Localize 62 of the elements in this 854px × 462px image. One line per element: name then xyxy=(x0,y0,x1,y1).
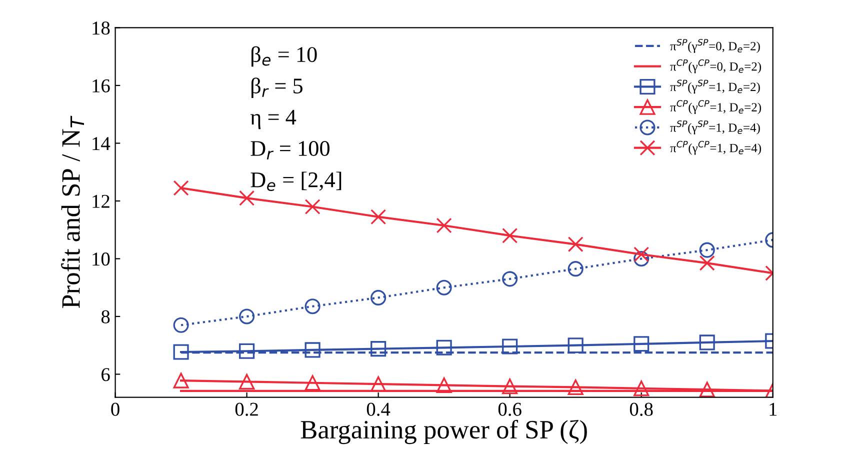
legend-label: π$^{CP}$(γ$^{CP}$=1, D$_{e}$=4) xyxy=(670,140,762,155)
x-tick-label: 0.4 xyxy=(366,402,390,416)
point xyxy=(634,250,650,266)
point xyxy=(370,376,386,392)
point xyxy=(502,228,518,244)
legend-label: π$^{CP}$(γ$^{CP}$=1, D$_{e}$=2) xyxy=(670,100,762,114)
point xyxy=(239,374,255,390)
x-tick-label: 0.8 xyxy=(630,402,653,416)
x-tick-label: 0.2 xyxy=(235,402,258,416)
point xyxy=(634,246,650,262)
point xyxy=(568,379,584,395)
point xyxy=(239,308,255,324)
point xyxy=(634,336,650,352)
point xyxy=(370,209,386,225)
y-axis-title: Profit and SP / N$_{T}$ xyxy=(61,116,84,308)
annotation: β$_{r}$ = 5 xyxy=(252,78,303,98)
annotation: β$_{e}$ = 10 xyxy=(252,46,317,67)
point xyxy=(173,344,189,360)
y-tick-label: 6 xyxy=(102,368,110,382)
point xyxy=(634,380,650,396)
y-tick-label: 12 xyxy=(92,194,110,208)
y-tick-label: 14 xyxy=(92,137,110,150)
point xyxy=(436,218,452,234)
point xyxy=(370,341,386,357)
point xyxy=(699,334,715,350)
x-tick-label: 0 xyxy=(111,402,120,416)
x-axis-title: Bargaining power of SP (ζ) xyxy=(300,420,587,444)
point xyxy=(304,298,320,314)
point xyxy=(304,198,320,215)
annotation: D$_{r}$ = 100 xyxy=(250,140,330,160)
annotation: D$_{e}$ = [2,4] xyxy=(250,172,342,192)
point xyxy=(304,375,320,391)
point xyxy=(502,338,518,354)
point xyxy=(173,180,189,196)
legend-label: π$^{SP}$(γ$^{SP}$=1, D$_{e}$=2) xyxy=(670,80,760,94)
point xyxy=(568,236,584,252)
point xyxy=(436,340,452,356)
y-tick-label: 16 xyxy=(92,79,110,92)
point xyxy=(568,261,584,277)
x-tick-label: 0.6 xyxy=(498,402,522,416)
legend-label: π$^{SP}$(γ$^{SP}$=1, D$_{e}$=4) xyxy=(670,120,760,134)
point xyxy=(502,271,518,287)
point xyxy=(304,342,320,358)
point xyxy=(173,372,189,388)
point xyxy=(370,290,386,306)
point xyxy=(239,343,255,359)
point xyxy=(699,242,715,258)
point xyxy=(239,190,255,206)
point xyxy=(436,280,452,296)
point xyxy=(173,317,189,333)
annotation: η = 4 xyxy=(250,110,296,130)
y-tick-label: 18 xyxy=(92,22,110,35)
point xyxy=(568,338,584,354)
legend-label: π$^{SP}$(γ$^{SP}$=0, D$_{e}$=2) xyxy=(670,38,760,53)
point xyxy=(502,378,518,394)
point xyxy=(699,382,715,398)
y-tick-label: 10 xyxy=(92,252,110,266)
legend-label: π$^{CP}$(γ$^{CP}$=0, D$_{e}$=2) xyxy=(670,59,762,74)
point xyxy=(699,255,715,271)
point xyxy=(436,377,452,393)
x-tick-label: 1 xyxy=(770,402,777,416)
y-tick-label: 8 xyxy=(101,310,110,324)
